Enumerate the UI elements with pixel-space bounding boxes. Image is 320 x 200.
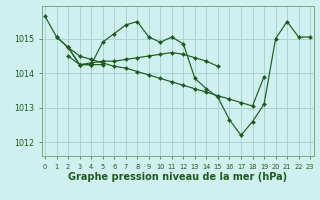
X-axis label: Graphe pression niveau de la mer (hPa): Graphe pression niveau de la mer (hPa) xyxy=(68,172,287,182)
